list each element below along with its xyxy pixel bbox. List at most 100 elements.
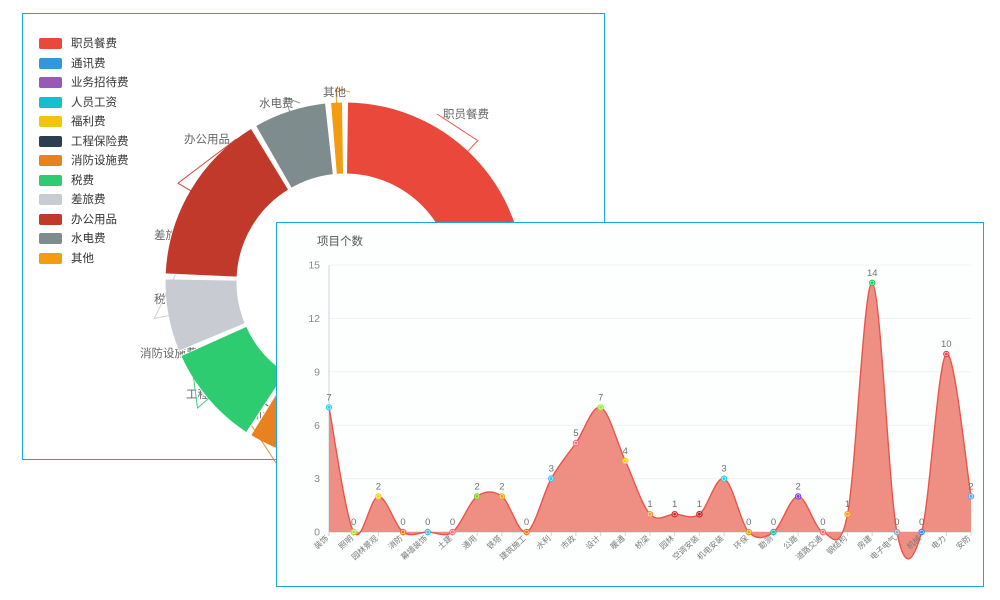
- area-chart: 项目个数036912157装饰0照明2园林景观0消防0幕墙装饰0土建2通用2铁塔…: [308, 234, 975, 562]
- x-axis-tick-label: 电力: [929, 533, 948, 551]
- data-point-value-label: 7: [326, 392, 331, 403]
- legend-item[interactable]: 业务招待费: [39, 73, 179, 93]
- y-axis-tick-label: 0: [314, 527, 320, 539]
- area-series-fill: [329, 282, 971, 559]
- data-point-core: [426, 530, 430, 534]
- legend-item[interactable]: 工程保险费: [39, 132, 179, 152]
- data-point-value-label: 0: [820, 517, 825, 528]
- data-point-value-label: 1: [845, 499, 850, 510]
- data-point-core: [673, 512, 677, 516]
- donut-slice[interactable]: [330, 101, 344, 175]
- legend-item-label: 人员工资: [71, 94, 117, 109]
- x-axis-tick-label: 幕墙装饰: [399, 533, 429, 562]
- x-axis-tick-label: 暖通: [608, 533, 627, 551]
- data-point-value-label: 1: [647, 499, 652, 510]
- data-point-core: [796, 494, 800, 498]
- data-point-core: [747, 530, 751, 534]
- x-axis-tick-label: 通用: [460, 533, 479, 551]
- data-point-value-label: 1: [672, 499, 677, 510]
- donut-slice-label: 职员餐费: [443, 107, 489, 121]
- legend-swatch-icon: [39, 116, 62, 128]
- x-axis-tick-label: 公路: [781, 533, 800, 551]
- area-chart-panel: 项目个数 0 3 6 9 12 15 7 装饰 0 照明 2 园林景观 0 消防 0 幕墙装饰 0 土建 2 通用 2 铁塔…: [276, 222, 984, 587]
- data-point-value-label: 1: [697, 499, 702, 510]
- legend-item-label: 差旅费: [71, 192, 106, 206]
- data-point-value-label: 2: [376, 481, 381, 492]
- legend-item[interactable]: 税费: [39, 171, 179, 191]
- data-point-value-label: 0: [351, 517, 356, 528]
- y-axis-tick-label: 9: [314, 366, 320, 378]
- legend-item[interactable]: 福利费: [39, 112, 179, 132]
- data-point-value-label: 5: [573, 428, 578, 439]
- data-point-core: [401, 530, 405, 534]
- legend-item-label: 业务招待费: [71, 75, 129, 89]
- data-point-core: [722, 477, 726, 481]
- data-point-value-label: 14: [867, 268, 878, 279]
- legend-item[interactable]: 其他: [39, 249, 179, 269]
- y-axis-title: 项目个数: [317, 234, 363, 248]
- x-axis-tick-label: 机电安装: [695, 533, 725, 562]
- x-axis-tick-label: 道路交通: [794, 533, 824, 562]
- legend-swatch-icon: [39, 57, 62, 69]
- donut-slice[interactable]: [164, 127, 290, 278]
- data-point-value-label: 10: [941, 339, 952, 350]
- legend-item-label: 福利费: [71, 114, 106, 128]
- x-axis-tick-label: 水利: [534, 533, 553, 551]
- x-axis-tick-label: 安防: [954, 533, 973, 551]
- donut-leader-line: [335, 87, 351, 107]
- legend-item[interactable]: 人员工资: [39, 93, 179, 113]
- y-axis-tick-label: 3: [314, 473, 320, 485]
- data-point-value-label: 3: [721, 464, 726, 475]
- x-axis-tick-label: 市政: [559, 533, 578, 551]
- data-point-core: [623, 459, 627, 463]
- legend-item-label: 水电费: [71, 231, 106, 245]
- legend-item-label: 消防设施费: [71, 153, 129, 167]
- legend-swatch-icon: [39, 213, 62, 225]
- donut-leader-line: [436, 113, 479, 155]
- area-series-line: [328, 282, 972, 560]
- legend-item-label: 其他: [71, 250, 94, 265]
- data-point-core: [895, 530, 899, 534]
- donut-leader-line: [177, 138, 237, 193]
- donut-slice-label: 其他: [323, 85, 346, 99]
- legend-item-label: 通讯费: [71, 55, 106, 70]
- data-point-core: [500, 494, 504, 498]
- data-point-core: [870, 281, 874, 285]
- legend-swatch-icon: [39, 77, 62, 89]
- legend-item[interactable]: 通讯费: [39, 54, 179, 74]
- x-axis-tick-label: 房建: [855, 533, 874, 551]
- legend-item[interactable]: 差旅费: [39, 190, 179, 210]
- legend-item-label: 税费: [71, 172, 94, 187]
- donut-slice[interactable]: [255, 102, 334, 189]
- data-point-value-label: 4: [623, 446, 628, 457]
- legend-swatch-icon: [39, 174, 62, 186]
- donut-slice[interactable]: [180, 325, 287, 434]
- donut-leader-line: [284, 96, 300, 115]
- data-point-value-label: 2: [796, 481, 801, 492]
- x-axis-tick-label: 环保: [732, 533, 751, 551]
- x-axis-tick-label: 土建: [435, 533, 454, 551]
- x-axis-tick-label: 电子电气: [868, 533, 898, 562]
- legend-swatch-icon: [39, 135, 62, 147]
- data-point-value-label: 0: [919, 517, 924, 528]
- legend-swatch-icon: [39, 38, 62, 50]
- x-axis-tick-label: 桥梁: [633, 533, 652, 551]
- legend-item[interactable]: 办公用品: [39, 210, 179, 230]
- y-axis-tick-label: 6: [314, 420, 320, 432]
- data-point-core: [771, 530, 775, 534]
- donut-slice-label: 水电费: [259, 96, 294, 110]
- legend-item[interactable]: 水电费: [39, 229, 179, 249]
- donut-slice[interactable]: [164, 278, 246, 352]
- data-point-value-label: 7: [598, 392, 603, 403]
- data-point-value-label: 0: [894, 517, 899, 528]
- x-axis-tick-label: 设计: [583, 533, 602, 551]
- legend-item-label: 工程保险费: [71, 133, 129, 148]
- donut-slice-label: 办公用品: [184, 132, 230, 146]
- data-point-value-label: 2: [499, 481, 504, 492]
- legend-item[interactable]: 消防设施费: [39, 151, 179, 171]
- x-axis-tick-label: 铁塔: [485, 533, 504, 551]
- data-point-core: [376, 494, 380, 498]
- data-point-value-label: 3: [549, 464, 554, 475]
- legend-item[interactable]: 职员餐费: [39, 34, 179, 54]
